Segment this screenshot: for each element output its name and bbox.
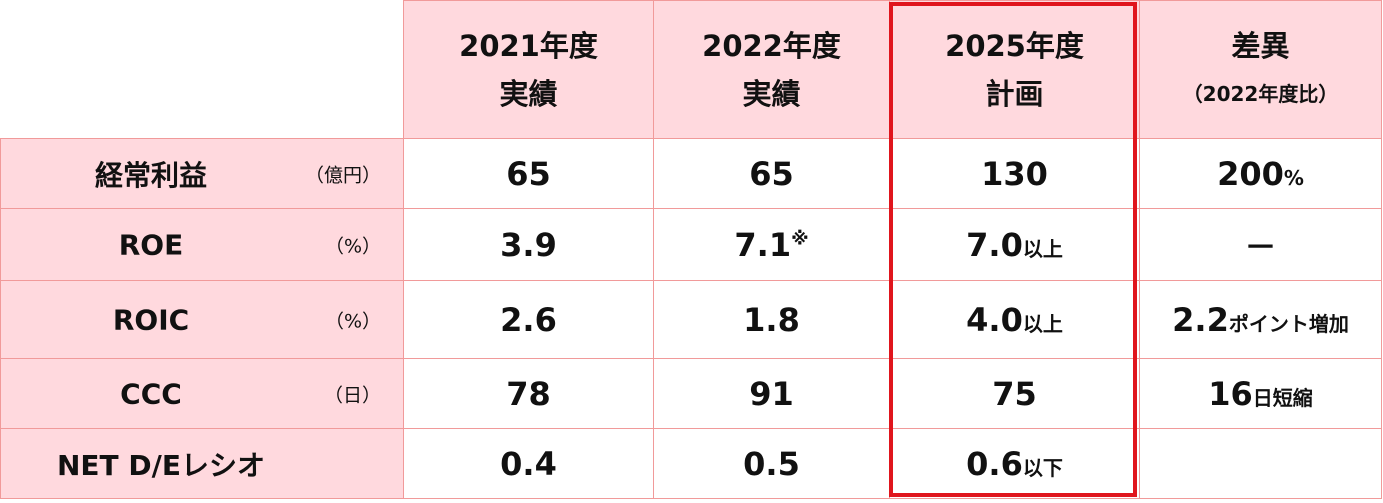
row-label: NET D/Eレシオ: [56, 448, 265, 482]
table-row: NET D/Eレシオ 0.4 0.5 0.6以下: [0, 428, 1382, 499]
value-diff: [1139, 428, 1382, 499]
row-header: CCC （日）: [0, 358, 404, 429]
value-2021: 2.6: [403, 280, 654, 359]
row-label: 経常利益: [94, 158, 207, 192]
table-row: ROE （%） 3.9 7.1※ 7.0以上 －: [0, 208, 1382, 281]
row-header: 経常利益 （億円）: [0, 138, 404, 209]
row-unit: （%）: [324, 235, 381, 257]
value-diff: －: [1139, 208, 1382, 281]
row-label: ROIC: [112, 303, 190, 336]
row-label: CCC: [120, 377, 182, 410]
row-unit: （%）: [324, 310, 381, 332]
col-header-2025-plan: 2025年度 計画: [889, 0, 1140, 139]
value-2021: 78: [403, 358, 654, 429]
header-row: 2021年度 実績 2022年度 実績 2025年度 計画 差異 （2022年度…: [0, 0, 1382, 139]
col-header-2021: 2021年度 実績: [403, 0, 654, 139]
corner-cell: [0, 0, 404, 139]
row-header: ROIC （%）: [0, 280, 404, 359]
value-2025: 4.0以上: [889, 280, 1140, 359]
value-2022: 1.8: [653, 280, 890, 359]
col-header-2022: 2022年度 実績: [653, 0, 890, 139]
value-2025: 75: [889, 358, 1140, 429]
value-2021: 65: [403, 138, 654, 209]
table-row: 経常利益 （億円） 65 65 130 200%: [0, 138, 1382, 209]
value-2025: 130: [889, 138, 1140, 209]
value-2021: 0.4: [403, 428, 654, 499]
value-2025: 0.6以下: [889, 428, 1140, 499]
row-header: NET D/Eレシオ: [0, 428, 404, 499]
value-2022: 0.5: [653, 428, 890, 499]
footnote-mark: ※: [791, 227, 809, 249]
row-label: ROE: [118, 228, 184, 261]
table-row: CCC （日） 78 91 75 16日短縮: [0, 358, 1382, 429]
value-diff: 2.2ポイント増加: [1139, 280, 1382, 359]
table-row: ROIC （%） 2.6 1.8 4.0以上 2.2ポイント増加: [0, 280, 1382, 359]
row-unit: （億円）: [304, 164, 381, 186]
value-2025: 7.0以上: [889, 208, 1140, 281]
row-header: ROE （%）: [0, 208, 404, 281]
value-diff: 16日短縮: [1139, 358, 1382, 429]
value-diff: 200%: [1139, 138, 1382, 209]
value-2022: 65: [653, 138, 890, 209]
row-unit: （日）: [323, 384, 381, 406]
value-2021: 3.9: [403, 208, 654, 281]
value-2022: 91: [653, 358, 890, 429]
value-2022: 7.1※: [653, 208, 890, 281]
col-header-diff: 差異 （2022年度比）: [1139, 0, 1382, 139]
